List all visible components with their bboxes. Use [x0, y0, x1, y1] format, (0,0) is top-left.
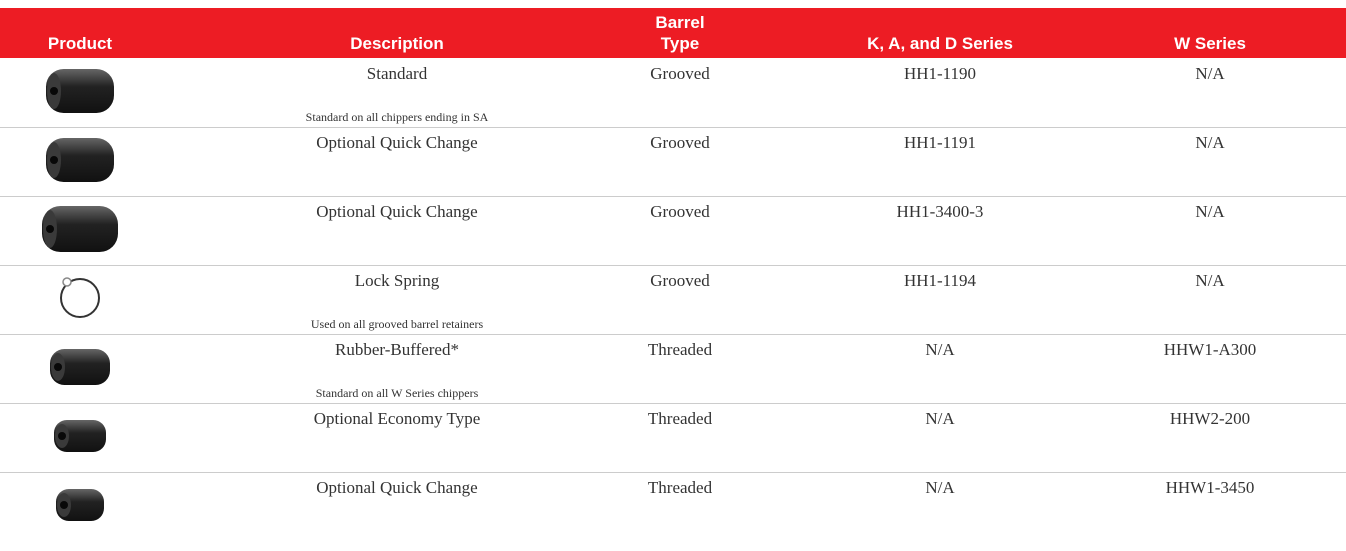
product-image: [60, 277, 100, 318]
row-separator: [0, 472, 1346, 473]
kad-series-part: HH1-3400-3: [896, 202, 984, 221]
kad-series-part: N/A: [925, 340, 955, 359]
row-separator: [0, 127, 1346, 128]
barrel-type: Grooved: [650, 202, 710, 221]
description-note: Used on all grooved barrel retainers: [310, 317, 484, 331]
w-series-part: N/A: [1195, 271, 1225, 290]
header-band: [0, 8, 1346, 58]
product-image: [46, 69, 114, 113]
description-note: Standard on all W Series chippers: [315, 386, 479, 400]
product-image: [46, 138, 114, 182]
barrel-type: Threaded: [647, 478, 713, 497]
w-series-part: HHW2-200: [1169, 409, 1251, 428]
description: Lock Spring: [354, 271, 440, 290]
row-separator: [0, 334, 1346, 335]
product-image: [42, 206, 118, 252]
w-series-part: N/A: [1195, 133, 1225, 152]
barrel-type: Threaded: [647, 340, 713, 359]
row-separator: [0, 403, 1346, 404]
column-header: W Series: [1174, 34, 1246, 53]
description-note: Standard on all chippers ending in SA: [305, 110, 489, 124]
kad-series-part: N/A: [925, 478, 955, 497]
kad-series-part: HH1-1190: [903, 64, 977, 83]
product-image: [54, 420, 106, 452]
w-series-part: N/A: [1195, 202, 1225, 221]
description: Optional Quick Change: [316, 133, 478, 152]
description: Optional Quick Change: [316, 478, 478, 497]
column-header: K, A, and D Series: [867, 34, 1013, 53]
product-image: [50, 349, 110, 385]
description: Rubber-Buffered*: [335, 340, 459, 359]
kad-series-part: HH1-1191: [903, 133, 977, 152]
column-header: Description: [350, 34, 444, 53]
row-separator: [0, 265, 1346, 266]
w-series-part: N/A: [1195, 64, 1225, 83]
barrel-type: Threaded: [647, 409, 713, 428]
barrel-type: Grooved: [650, 133, 710, 152]
kad-series-part: HH1-1194: [903, 271, 977, 290]
kad-series-part: N/A: [925, 409, 955, 428]
barrel-type: Grooved: [650, 64, 710, 83]
w-series-part: HHW1-A300: [1163, 340, 1257, 359]
row-separator: [0, 196, 1346, 197]
description: Standard: [366, 64, 428, 83]
barrel-type: Grooved: [650, 271, 710, 290]
column-header: Product: [47, 34, 113, 53]
w-series-part: HHW1-3450: [1165, 478, 1255, 497]
product-image: [56, 489, 104, 521]
column-header: Barrel Type: [655, 13, 705, 53]
description: Optional Quick Change: [316, 202, 478, 221]
description: Optional Economy Type: [313, 409, 481, 428]
